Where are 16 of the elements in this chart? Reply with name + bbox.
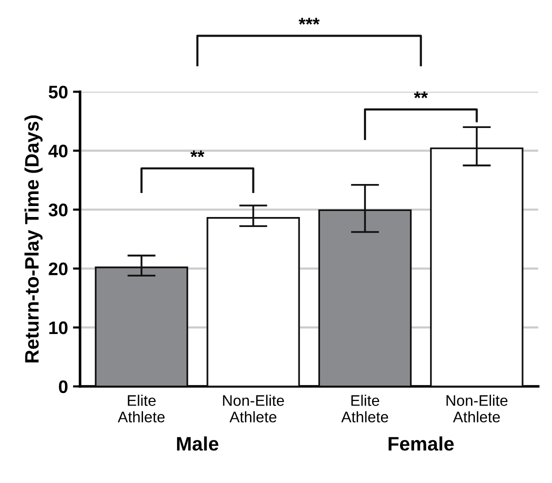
x-tick-label: Elite Athlete xyxy=(341,394,388,422)
y-tick-label: 30 xyxy=(48,204,68,216)
y-axis-title: Return-to-Play Time (Days) xyxy=(24,115,43,362)
text: Male xyxy=(177,436,218,451)
x-tick-label: Elite Athlete xyxy=(118,394,165,422)
x-tick-label: Non-Elite Athlete xyxy=(223,394,284,422)
y-tick-label: 40 xyxy=(48,144,68,158)
text: *** xyxy=(298,18,320,25)
text: Female xyxy=(388,436,454,451)
annotation: ** xyxy=(190,150,204,158)
annotation: ** xyxy=(414,92,428,98)
y-tick-label: 0 xyxy=(58,380,68,394)
x-tick-label: Non-Elite Athlete xyxy=(446,394,508,422)
y-tick-label: 20 xyxy=(48,262,68,276)
y-tick-label: 10 xyxy=(49,321,68,334)
y-tick-label: 50 xyxy=(48,86,68,98)
